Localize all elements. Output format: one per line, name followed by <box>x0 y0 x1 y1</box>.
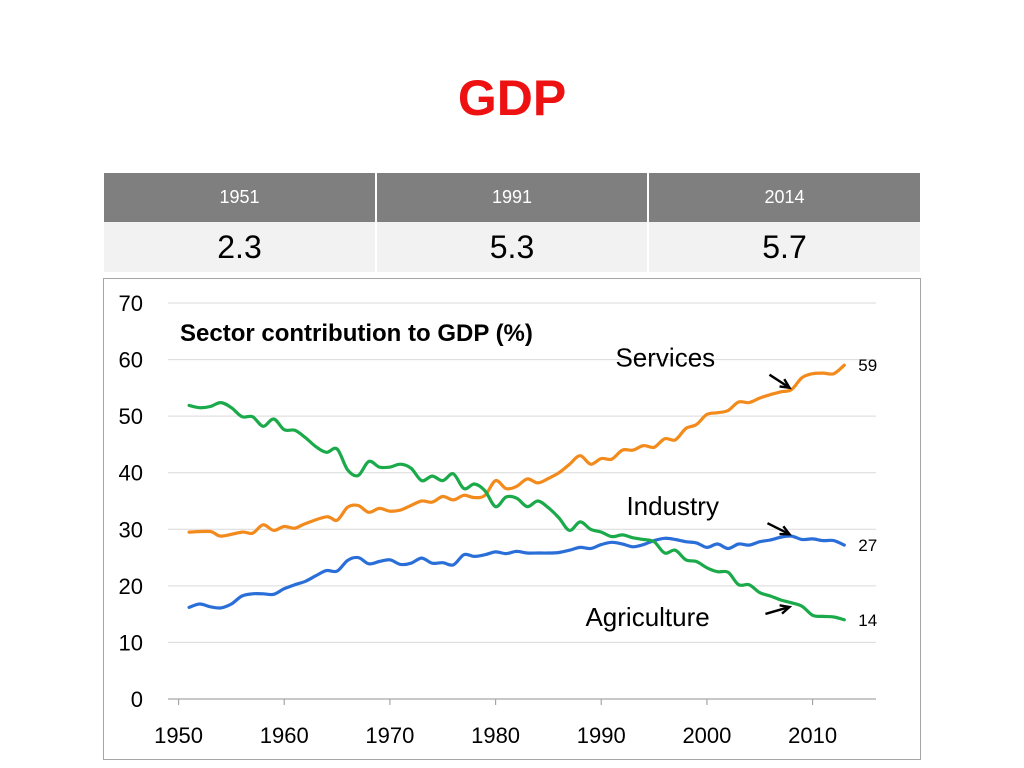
table-row: 2.3 5.3 5.7 <box>104 222 920 272</box>
table-cell: 2.3 <box>104 222 377 272</box>
agriculture-annotation-arrowhead <box>779 604 793 615</box>
sector-chart-svg: 0 10 20 30 40 50 60 70 1950 1960 1970 1980 1990 2000 2… <box>119 291 878 748</box>
table-cell: 5.3 <box>376 222 649 272</box>
services-end-label: 59 <box>858 356 877 375</box>
agriculture-annotation-arrow <box>765 605 790 616</box>
x-tick-label: 2010 <box>788 723 837 748</box>
industry-annotation-label: Industry <box>626 491 719 521</box>
industry-end-label: 27 <box>858 536 877 555</box>
label-layer: 59 27 14 Services Industry Agriculture <box>585 343 877 632</box>
x-tick-label: 1970 <box>365 723 414 748</box>
y-tick-label: 60 <box>119 348 143 373</box>
agriculture-annotation-label: Agriculture <box>585 602 709 632</box>
table-header-cell: 1951 <box>104 173 377 222</box>
services-annotation-arrowhead <box>779 378 792 390</box>
y-tick-label: 10 <box>119 630 143 655</box>
industry-annotation-arrow <box>766 522 790 536</box>
table-header-cell: 2014 <box>648 173 920 222</box>
table-header-cell: 1991 <box>376 173 649 222</box>
axis-layer: 0 10 20 30 40 50 60 70 1950 1960 1970 1980 1990 2000 2… <box>119 291 876 748</box>
services-annotation-label: Services <box>615 343 715 373</box>
industry-annotation-arrowhead <box>779 525 792 536</box>
grid-layer <box>168 302 876 643</box>
y-tick-label: 20 <box>119 574 143 599</box>
x-tick-label: 1960 <box>260 723 309 748</box>
x-tick-label: 1950 <box>154 723 203 748</box>
industry-series-line <box>187 534 846 610</box>
table-cell: 5.7 <box>648 222 920 272</box>
x-tick-label: 1980 <box>471 723 520 748</box>
services-series-line <box>187 363 846 538</box>
gdp-growth-table: 1951 1991 2014 2.3 5.3 5.7 <box>104 173 920 272</box>
agriculture-series-line <box>187 401 846 622</box>
slide-title: GDP <box>457 70 567 126</box>
agriculture-end-label: 14 <box>858 611 877 630</box>
x-tick-label: 2000 <box>682 723 731 748</box>
chart-title: Sector contribution to GDP (%) <box>180 320 533 347</box>
series-layer <box>187 363 846 622</box>
x-tick-label: 1990 <box>577 723 626 748</box>
y-tick-label: 30 <box>119 517 143 542</box>
y-tick-label: 40 <box>119 461 143 486</box>
table-header-row: 1951 1991 2014 <box>104 173 920 222</box>
y-tick-label: 50 <box>119 404 143 429</box>
y-tick-label: 0 <box>131 687 143 712</box>
services-annotation-arrow <box>768 373 791 389</box>
y-tick-label: 70 <box>119 291 143 316</box>
sector-chart: 0 10 20 30 40 50 60 70 1950 1960 1970 1980 1990 2000 2… <box>103 278 921 760</box>
